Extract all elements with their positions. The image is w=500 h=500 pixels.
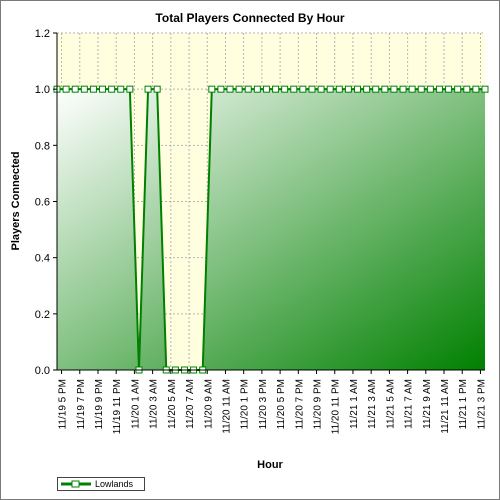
data-point-marker xyxy=(308,85,316,93)
y-tick-labels: 0.0 0.2 0.4 0.6 0.8 1.0 1.2 xyxy=(35,28,57,377)
x-tick-label: 11/21 3 PM xyxy=(476,379,487,429)
y-axis-label: Players Connected xyxy=(10,151,22,250)
data-point-marker xyxy=(435,85,443,93)
y-tick-label: 0.6 xyxy=(35,197,50,209)
data-point-marker xyxy=(272,85,280,93)
y-tick-label: 0.0 xyxy=(35,365,50,377)
data-point-marker xyxy=(208,85,216,93)
data-point-marker xyxy=(71,85,79,93)
data-point-marker xyxy=(390,85,398,93)
data-point-marker xyxy=(381,85,389,93)
data-point-marker xyxy=(481,85,489,93)
data-point-marker xyxy=(335,85,343,93)
data-point-marker xyxy=(372,85,380,93)
x-tick-labels: 11/19 5 PM 11/19 7 PM 11/19 9 PM 11/19 11 P… xyxy=(58,370,487,434)
x-tick-label: 11/20 1 AM xyxy=(130,379,141,429)
legend-label-lowlands: Lowlands xyxy=(95,479,134,489)
legend-swatch xyxy=(61,480,91,488)
data-point-marker xyxy=(417,85,425,93)
data-point-marker xyxy=(89,85,97,93)
x-tick-label: 11/20 9 PM xyxy=(313,379,324,429)
x-tick-label: 11/20 1 PM xyxy=(240,379,251,429)
x-axis-label: Hour xyxy=(257,459,283,471)
x-tick-label: 11/21 1 AM xyxy=(349,379,360,429)
x-tick-label: 11/20 9 AM xyxy=(203,379,214,429)
data-point-marker xyxy=(290,85,298,93)
x-tick-label: 11/20 5 PM xyxy=(276,379,287,429)
y-tick-label: 0.8 xyxy=(35,140,50,152)
series-markers xyxy=(53,85,489,374)
data-point-marker xyxy=(408,85,416,93)
data-point-marker xyxy=(244,85,252,93)
data-point-marker xyxy=(472,85,480,93)
x-tick-label: 11/21 11 AM xyxy=(440,379,451,434)
data-point-marker xyxy=(363,85,371,93)
data-point-marker xyxy=(344,85,352,93)
x-tick-label: 11/20 3 PM xyxy=(258,379,269,429)
data-point-marker xyxy=(253,85,261,93)
data-point-marker xyxy=(235,85,243,93)
x-tick-label: 11/21 7 AM xyxy=(404,379,415,429)
data-point-marker xyxy=(445,85,453,93)
data-point-marker xyxy=(108,85,116,93)
x-tick-label: 11/20 7 AM xyxy=(185,379,196,429)
data-point-marker xyxy=(80,85,88,93)
y-tick-label: 1.2 xyxy=(35,28,50,40)
x-tick-label: 11/20 5 AM xyxy=(167,379,178,429)
x-tick-label: 11/19 9 PM xyxy=(94,379,105,429)
data-point-marker xyxy=(281,85,289,93)
x-tick-label: 11/19 7 PM xyxy=(76,379,87,429)
chart-title: Total Players Connected By Hour xyxy=(155,11,344,25)
x-tick-label: 11/21 3 AM xyxy=(367,379,378,429)
x-tick-label: 11/20 7 PM xyxy=(294,379,305,429)
y-tick-label: 0.4 xyxy=(35,253,50,265)
x-tick-label: 11/19 11 PM xyxy=(112,379,123,434)
data-point-marker xyxy=(463,85,471,93)
data-point-marker xyxy=(454,85,462,93)
data-point-marker xyxy=(299,85,307,93)
data-point-marker xyxy=(326,85,334,93)
data-point-marker xyxy=(426,85,434,93)
data-point-marker xyxy=(126,85,134,93)
data-point-marker xyxy=(99,85,107,93)
data-point-marker xyxy=(262,85,270,93)
x-tick-label: 11/20 3 AM xyxy=(149,379,160,429)
x-tick-label: 11/19 5 PM xyxy=(58,379,69,429)
series-area-lowlands xyxy=(57,89,485,371)
x-tick-label: 11/21 9 AM xyxy=(422,379,433,429)
y-tick-label: 1.0 xyxy=(35,84,50,96)
legend: Lowlands xyxy=(57,477,145,491)
data-point-marker xyxy=(62,85,70,93)
x-tick-label: 11/20 11 PM xyxy=(331,379,342,434)
data-point-marker xyxy=(226,85,234,93)
data-point-marker xyxy=(317,85,325,93)
y-tick-label: 0.2 xyxy=(35,309,50,321)
data-point-marker xyxy=(144,85,152,93)
data-point-marker xyxy=(399,85,407,93)
data-point-marker xyxy=(217,85,225,93)
data-point-marker xyxy=(153,85,161,93)
data-point-marker xyxy=(354,85,362,93)
x-tick-label: 11/20 11 AM xyxy=(221,379,232,434)
x-tick-label: 11/21 5 AM xyxy=(385,379,396,429)
x-tick-label: 11/21 1 PM xyxy=(458,379,469,429)
data-point-marker xyxy=(117,85,125,93)
